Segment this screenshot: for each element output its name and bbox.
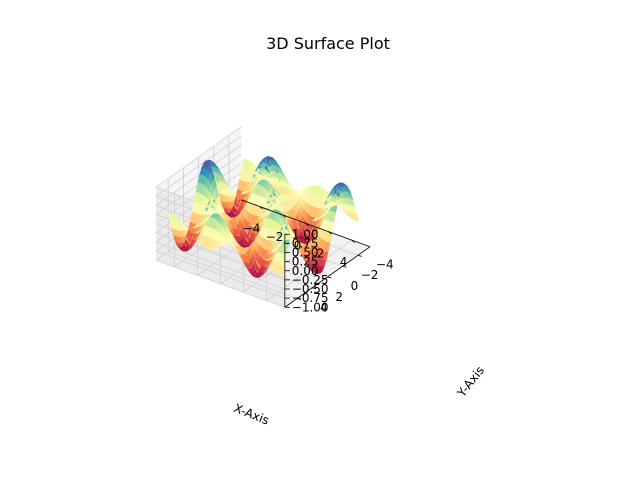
x-tick bbox=[282, 214, 286, 218]
z-tick-label: 1.00 bbox=[292, 227, 319, 241]
x-tick-label: 0 bbox=[294, 238, 302, 252]
z-tick-label: 0.75 bbox=[292, 236, 319, 250]
z-tick-label: 0.50 bbox=[292, 246, 319, 260]
y-tick-label: 4 bbox=[320, 301, 328, 315]
y-tick-label: 0 bbox=[351, 279, 359, 293]
y-tick bbox=[357, 255, 362, 257]
y-tick bbox=[327, 276, 332, 279]
x-tick-label: 4 bbox=[340, 255, 348, 269]
x-tick-label: −2 bbox=[266, 230, 284, 244]
axes bbox=[241, 199, 371, 308]
z-tick-label: −0.50 bbox=[292, 282, 329, 296]
z-tick-label: −0.25 bbox=[292, 273, 329, 287]
x-tick bbox=[305, 222, 309, 227]
z-tick-label: −0.75 bbox=[292, 291, 329, 305]
x-tick-label: −4 bbox=[243, 222, 261, 236]
x-tick bbox=[351, 239, 355, 243]
y-tick-label: −2 bbox=[361, 268, 379, 282]
surface bbox=[167, 156, 359, 278]
y-tick bbox=[312, 287, 317, 290]
y-tick bbox=[342, 265, 347, 268]
z-tick-label: 0.25 bbox=[292, 255, 319, 269]
y-tick-label: 2 bbox=[335, 290, 343, 304]
x-tick bbox=[328, 231, 332, 235]
x-tick-label: 2 bbox=[317, 247, 325, 261]
y-axis-label: Y-Axis bbox=[454, 363, 487, 400]
z-tick-label: 0.00 bbox=[292, 264, 319, 278]
x-tick bbox=[259, 206, 263, 210]
chart-title: 3D Surface Plot bbox=[266, 34, 390, 53]
z-tick-label: −1.00 bbox=[292, 300, 329, 314]
surface-patch bbox=[345, 185, 352, 195]
x-axis-label: X-Axis bbox=[232, 401, 271, 428]
y-tick-label: −4 bbox=[376, 257, 394, 271]
y-tick bbox=[296, 298, 302, 301]
